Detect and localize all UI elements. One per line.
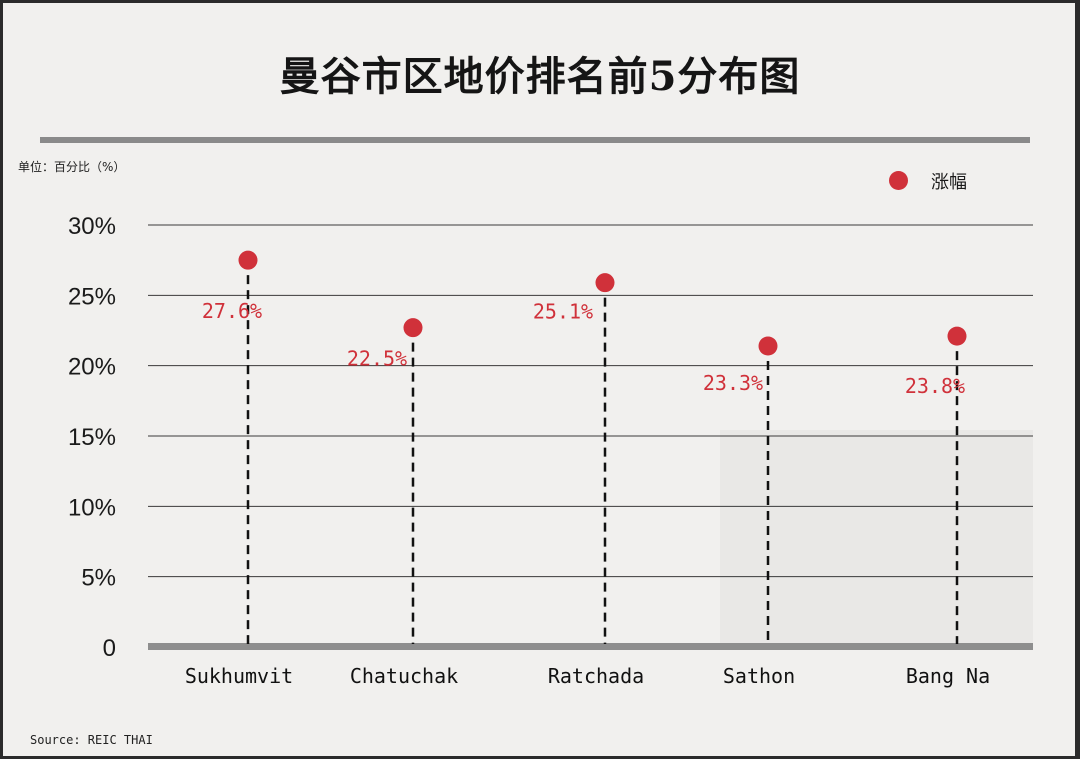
y-tick-label: 25% (68, 283, 116, 310)
data-label: 25.1% (533, 300, 593, 324)
y-tick-label: 0 (103, 635, 116, 662)
data-point (238, 250, 258, 270)
data-label: 22.5% (347, 347, 407, 371)
y-tick-label: 20% (68, 354, 116, 381)
legend-label: 涨幅 (931, 172, 967, 193)
x-axis-line (148, 643, 1033, 650)
data-point (758, 336, 778, 356)
data-point (403, 318, 423, 338)
unit-label: 单位：百分比（%） (18, 160, 126, 174)
x-tick-label: Sathon (723, 664, 795, 688)
y-tick-label: 30% (68, 213, 116, 240)
y-tick-label: 15% (68, 424, 116, 451)
x-tick-label: Chatuchak (350, 664, 458, 688)
data-point (595, 273, 615, 293)
legend-marker (889, 171, 908, 190)
title-divider (40, 137, 1030, 143)
data-label: 23.3% (703, 371, 763, 395)
data-label: 23.8% (905, 374, 965, 398)
y-tick-label: 10% (68, 494, 116, 521)
source-note: Source: REIC THAI (30, 733, 153, 747)
x-tick-label: Bang Na (906, 664, 990, 688)
x-tick-label: Ratchada (548, 664, 644, 688)
chart-title: 曼谷市区地价排名前5分布图 (279, 53, 801, 100)
y-tick-label: 5% (81, 565, 116, 592)
data-label: 27.6% (202, 299, 262, 323)
data-point (947, 326, 967, 346)
plot-shade (720, 430, 1033, 647)
x-tick-label: Sukhumvit (185, 664, 293, 688)
